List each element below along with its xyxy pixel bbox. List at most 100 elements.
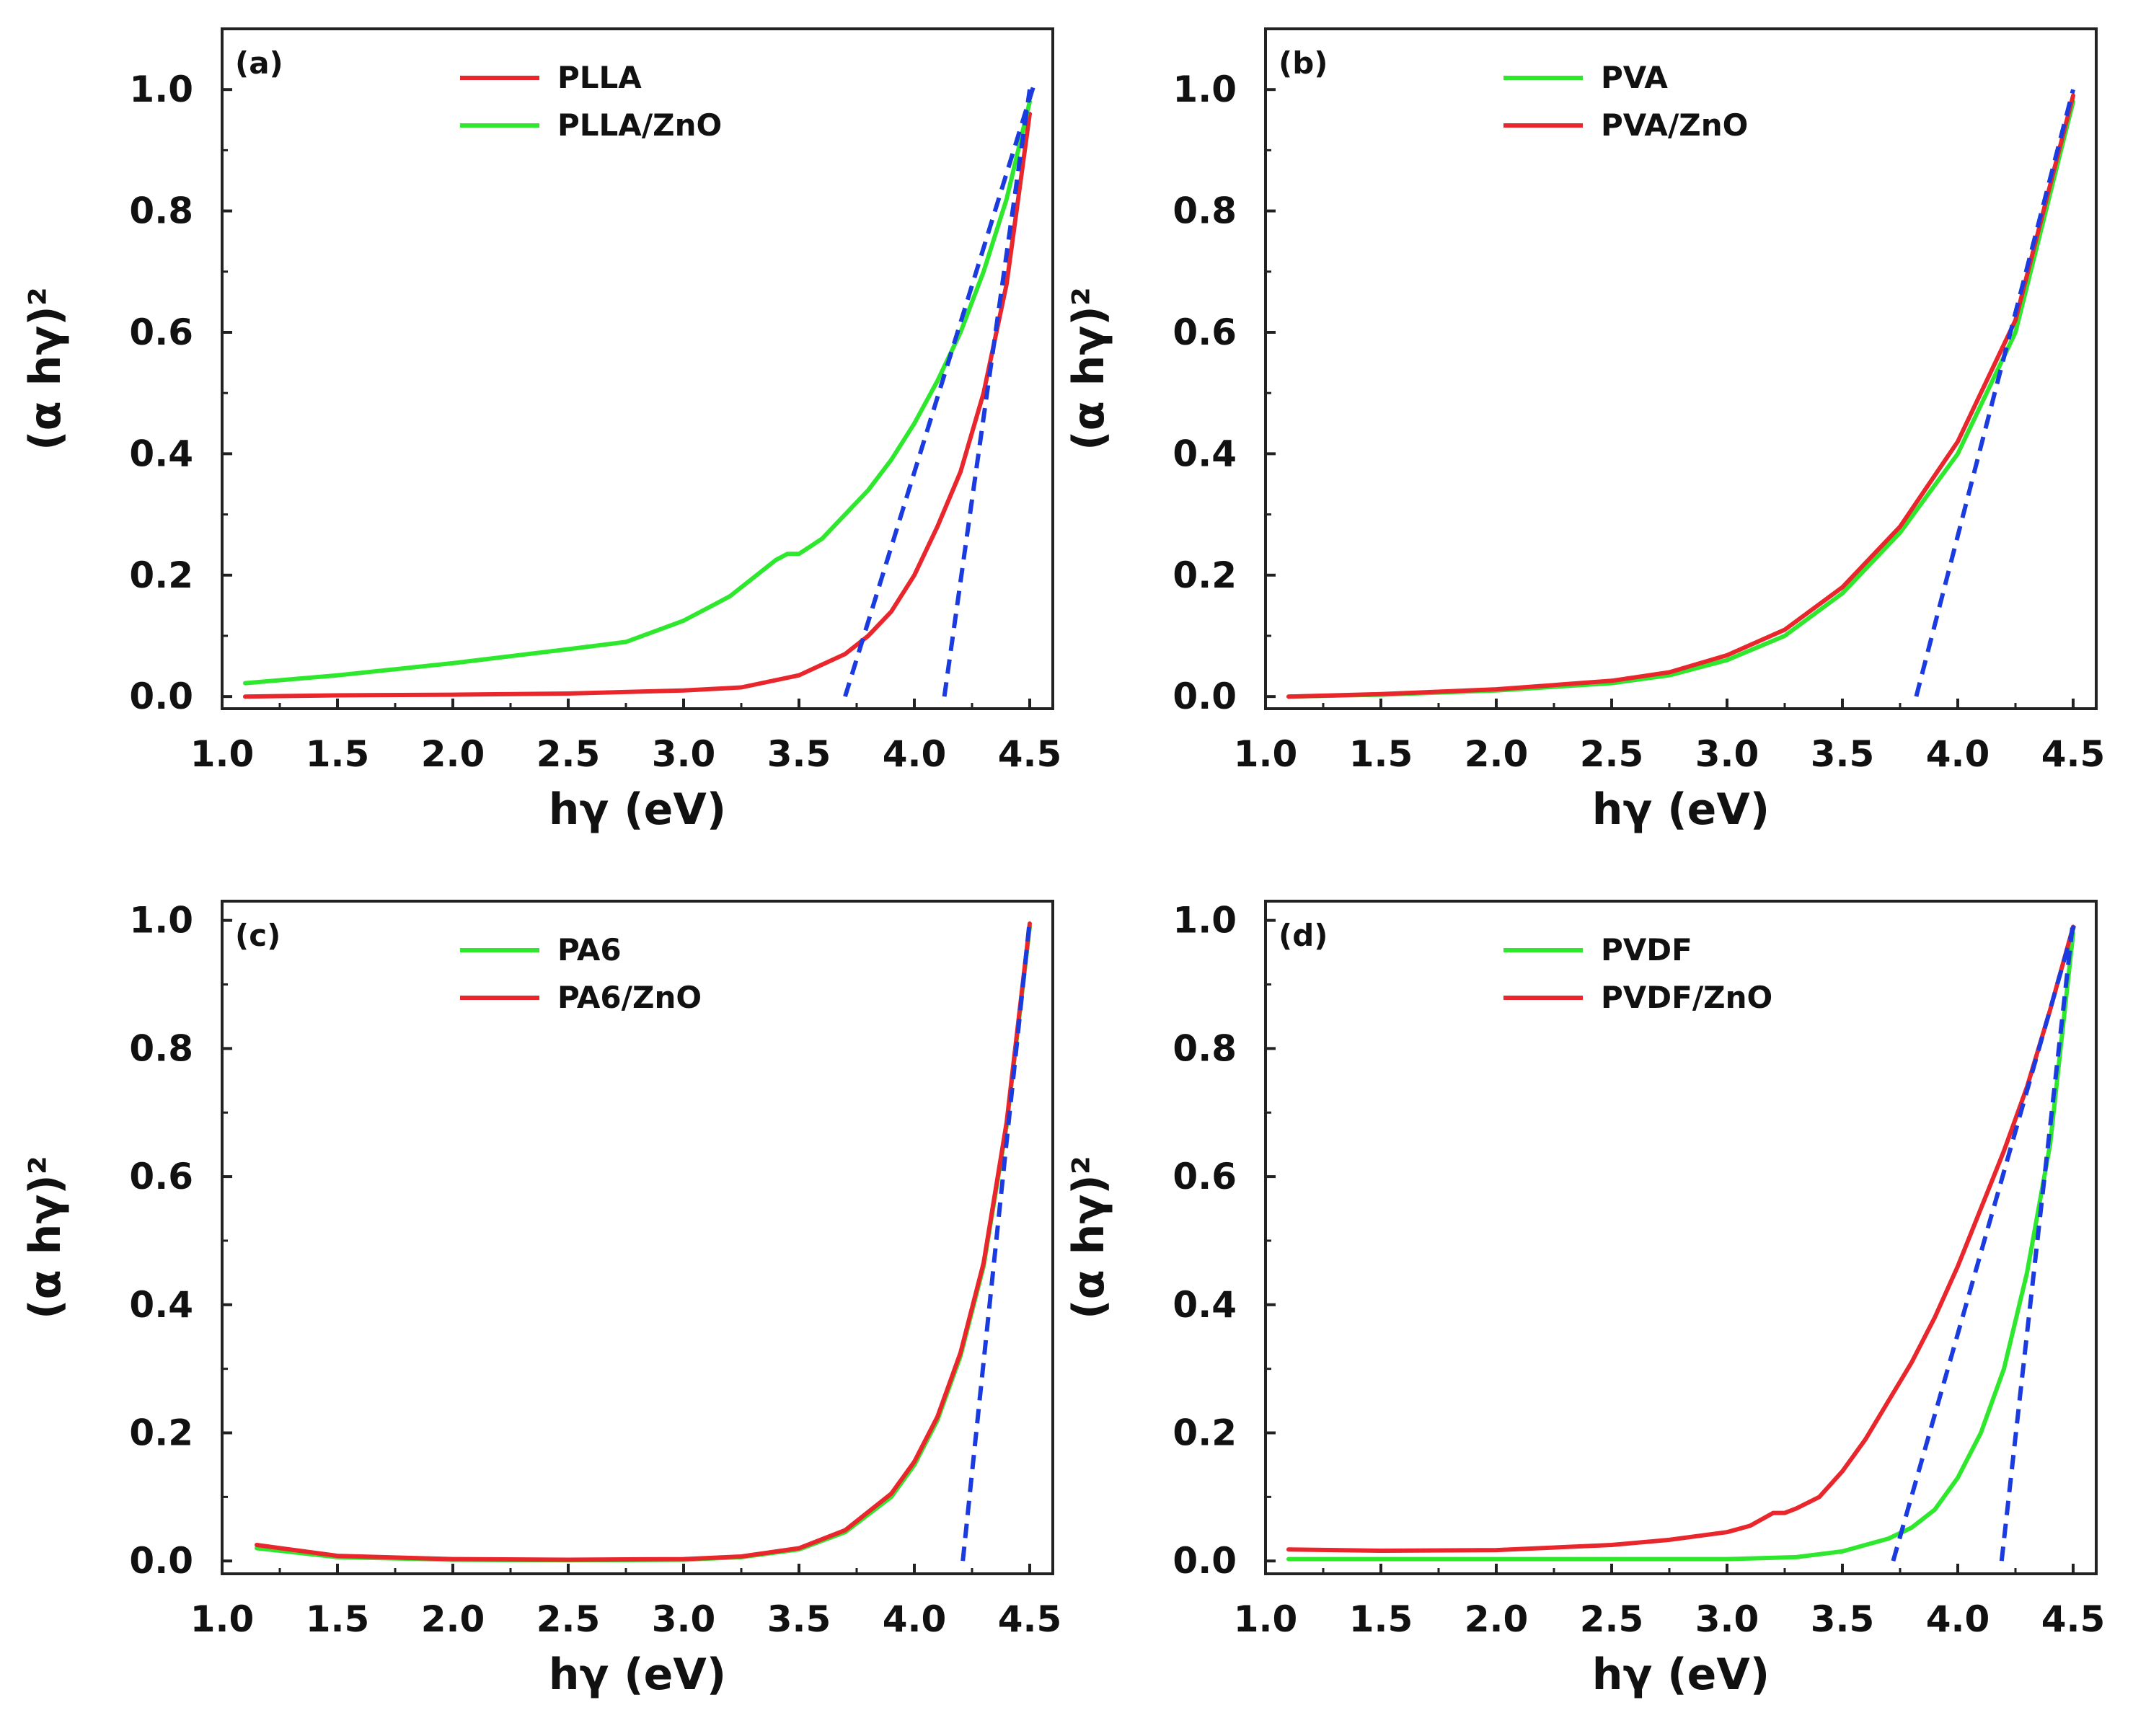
x-tick-label: 3.5 <box>767 1598 831 1640</box>
x-axis-title: hγ (eV) <box>1592 1649 1770 1700</box>
x-tick-label: 2.5 <box>1580 733 1644 775</box>
series-line-plla <box>243 111 1032 699</box>
y-tick-label: 0.2 <box>1173 554 1237 596</box>
y-tick-label: 0.8 <box>129 190 193 232</box>
y-tick-label: 0.0 <box>129 676 193 717</box>
x-tick-label: 1.0 <box>190 733 255 775</box>
fit-line <box>1914 89 2075 697</box>
y-axis-title: (α hγ)² <box>20 287 71 451</box>
panel-label: (a) <box>235 45 283 81</box>
x-tick-label: 1.0 <box>190 1598 255 1640</box>
y-tick-label: 0.0 <box>1173 1540 1237 1582</box>
x-tick-label: 3.0 <box>652 1598 716 1640</box>
series-line-pvdf <box>1286 931 2075 1562</box>
x-tick-label: 1.5 <box>306 733 370 775</box>
y-axis-title: (α hγ)² <box>1064 1156 1114 1319</box>
x-tick-label: 2.5 <box>1580 1598 1644 1640</box>
x-tick-label: 1.5 <box>1349 1598 1413 1640</box>
y-axis-title: (α hγ)² <box>20 1156 71 1319</box>
x-tick-label: 2.0 <box>421 1598 485 1640</box>
x-tick-label: 1.5 <box>1349 733 1413 775</box>
plot-frame <box>1264 900 2098 1575</box>
x-tick-label: 2.0 <box>1465 733 1529 775</box>
plot-frame <box>221 900 1054 1575</box>
x-tick-label: 4.0 <box>1926 1598 1990 1640</box>
plot-area <box>1286 919 2078 1562</box>
x-tick-label: 3.0 <box>1695 733 1759 775</box>
y-tick-label: 0.8 <box>1173 1027 1237 1069</box>
panel-d: 1.0 1.5 2.0 2.5 3.0 3.5 4.0 4.5 0.0 0.2 0.4 0.6 0.8 1… <box>1064 900 2105 1700</box>
x-tick-label: 4.0 <box>883 1598 947 1640</box>
y-tick-label: 0.8 <box>1173 190 1237 232</box>
panel-c: 1.0 1.5 2.0 2.5 3.0 3.5 4.0 4.5 0.0 0.2 0.4 0.6 0.8 1… <box>20 900 1061 1700</box>
x-tick-label: 4.5 <box>2041 733 2106 775</box>
y-tick-label: 0.4 <box>129 1284 193 1326</box>
fit-line <box>843 82 1037 698</box>
panel-label: (d) <box>1279 918 1328 953</box>
y-tick-label: 0.2 <box>1173 1412 1237 1454</box>
legend-label: PVA/ZnO <box>1601 107 1748 143</box>
fit-line <box>960 920 1032 1562</box>
legend-label: PLLA <box>557 60 642 95</box>
x-tick-label: 1.0 <box>1234 1598 1298 1640</box>
y-tick-label: 0.6 <box>1173 1156 1237 1197</box>
y-tick-label: 1.0 <box>1173 900 1237 942</box>
x-axis-title: hγ (eV) <box>549 1649 726 1700</box>
plot-area <box>243 82 1037 699</box>
fit-line <box>1891 919 2078 1562</box>
x-tick-label: 2.5 <box>536 1598 601 1640</box>
x-axis-title: hγ (eV) <box>1592 784 1770 835</box>
x-tick-label: 3.5 <box>1811 1598 1875 1640</box>
legend-label: PVA <box>1601 60 1668 95</box>
plot-area <box>1286 89 2075 699</box>
x-tick-label: 4.0 <box>883 733 947 775</box>
x-tick-label: 3.0 <box>652 733 716 775</box>
x-tick-label: 2.0 <box>421 733 485 775</box>
x-tick-label: 2.0 <box>1465 1598 1529 1640</box>
x-tick-label: 3.0 <box>1695 1598 1759 1640</box>
y-tick-label: 0.0 <box>1173 676 1237 717</box>
series-line-pvdf-zno <box>1286 924 2075 1553</box>
series-line-pa6-zno <box>255 921 1032 1562</box>
y-axis-title: (α hγ)² <box>1064 287 1114 451</box>
x-tick-label: 1.5 <box>306 1598 370 1640</box>
fit-line <box>1999 920 2075 1562</box>
y-tick-label: 0.4 <box>1173 1284 1237 1326</box>
panel-a: 1.0 1.5 2.0 2.5 3.0 3.5 4.0 4.5 0.0 0.2 0.4 0.6 0.8 1… <box>20 27 1061 835</box>
x-tick-label: 4.0 <box>1926 733 1990 775</box>
plot-area <box>255 920 1032 1563</box>
y-tick-label: 0.2 <box>129 554 193 596</box>
y-tick-label: 1.0 <box>129 900 193 942</box>
y-tick-label: 0.6 <box>1173 311 1237 353</box>
plot-frame <box>221 27 1054 710</box>
x-axis-title: hγ (eV) <box>549 784 726 835</box>
y-tick-label: 0.4 <box>129 433 193 474</box>
plot-frame <box>1264 27 2098 710</box>
x-tick-label: 1.0 <box>1234 733 1298 775</box>
x-tick-label: 4.5 <box>998 1598 1062 1640</box>
y-tick-label: 0.8 <box>129 1027 193 1069</box>
x-tick-label: 3.5 <box>1811 733 1875 775</box>
legend-label: PLLA/ZnO <box>557 107 722 143</box>
series-line-pva <box>1286 99 2075 699</box>
panel-label: (b) <box>1279 45 1328 81</box>
y-tick-label: 1.0 <box>129 68 193 110</box>
series-line-pva-zno <box>1286 93 2075 699</box>
x-tick-label: 3.5 <box>767 733 831 775</box>
series-line-plla-zno <box>243 99 1032 686</box>
legend-label: PA6 <box>557 932 622 967</box>
y-tick-label: 0.6 <box>129 1156 193 1197</box>
y-tick-label: 0.4 <box>1173 433 1237 474</box>
x-tick-label: 4.5 <box>2041 1598 2106 1640</box>
x-tick-label: 2.5 <box>536 733 601 775</box>
y-tick-label: 0.2 <box>129 1412 193 1454</box>
legend-label: PVDF <box>1601 932 1692 967</box>
fit-line <box>942 89 1032 697</box>
legend-label: PA6/ZnO <box>557 980 702 1015</box>
y-tick-label: 0.0 <box>129 1540 193 1582</box>
y-tick-label: 0.6 <box>129 311 193 353</box>
y-tick-label: 1.0 <box>1173 68 1237 110</box>
panel-b: 1.0 1.5 2.0 2.5 3.0 3.5 4.0 4.5 0.0 0.2 0.4 0.6 0.8 1… <box>1064 27 2106 835</box>
legend-label: PVDF/ZnO <box>1601 980 1772 1015</box>
